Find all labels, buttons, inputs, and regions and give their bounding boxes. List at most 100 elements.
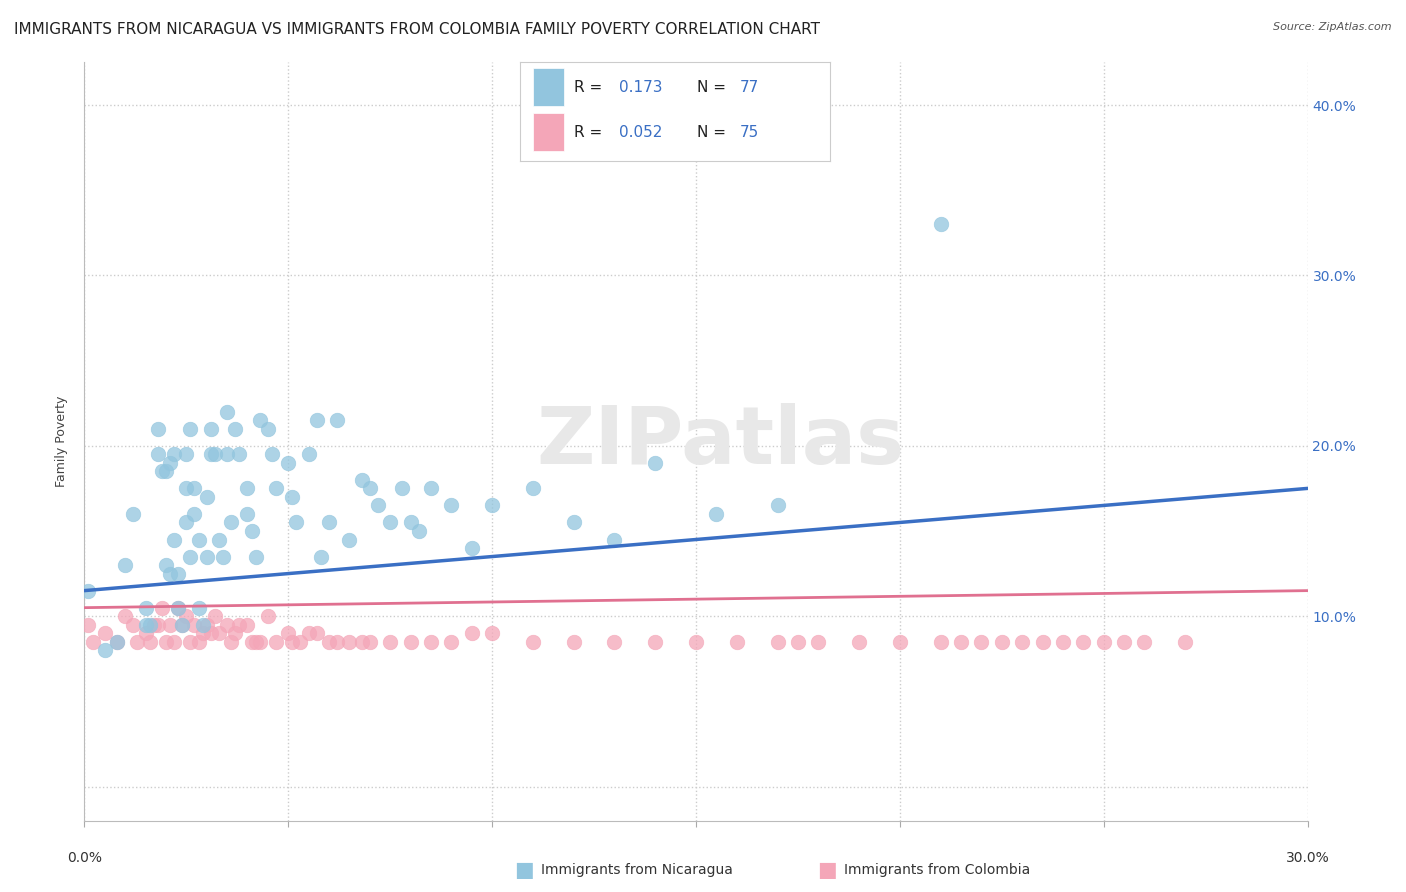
Point — [326, 413, 349, 427]
Point — [150, 600, 173, 615]
Point — [318, 634, 340, 648]
Point — [706, 507, 728, 521]
Point — [889, 634, 911, 648]
Point — [461, 626, 484, 640]
Point — [522, 482, 544, 496]
Point — [187, 533, 209, 547]
Text: ZIPatlas: ZIPatlas — [536, 402, 904, 481]
Text: R =: R = — [575, 125, 603, 140]
Point — [163, 447, 186, 461]
Point — [285, 516, 308, 530]
Point — [281, 490, 304, 504]
Point — [240, 524, 263, 538]
Point — [179, 422, 201, 436]
Point — [172, 617, 194, 632]
Point — [163, 533, 186, 547]
Point — [191, 626, 214, 640]
Point — [1114, 634, 1136, 648]
Point — [440, 634, 463, 648]
Point — [93, 643, 115, 657]
Text: 75: 75 — [740, 125, 759, 140]
Point — [179, 634, 201, 648]
Text: 0.052: 0.052 — [619, 125, 662, 140]
Point — [200, 422, 222, 436]
Point — [562, 634, 585, 648]
Point — [146, 422, 169, 436]
Point — [644, 634, 666, 648]
Point — [179, 549, 201, 564]
Point — [950, 634, 973, 648]
Point — [249, 634, 271, 648]
Point — [380, 634, 402, 648]
Point — [309, 549, 332, 564]
Point — [290, 634, 312, 648]
Point — [155, 634, 177, 648]
Point — [187, 634, 209, 648]
Point — [339, 533, 361, 547]
Point — [1052, 634, 1074, 648]
Y-axis label: Family Poverty: Family Poverty — [55, 396, 69, 487]
Point — [305, 626, 328, 640]
Point — [224, 422, 246, 436]
Point — [339, 634, 361, 648]
Point — [257, 422, 280, 436]
Point — [163, 634, 186, 648]
Point — [105, 634, 128, 648]
Point — [212, 549, 235, 564]
Point — [122, 617, 145, 632]
Point — [350, 473, 373, 487]
Point — [359, 634, 381, 648]
Point — [146, 617, 169, 632]
Text: Immigrants from Nicaragua: Immigrants from Nicaragua — [541, 863, 733, 877]
Point — [359, 482, 381, 496]
Point — [391, 482, 413, 496]
Point — [240, 634, 263, 648]
Text: N =: N = — [696, 125, 725, 140]
Point — [350, 634, 373, 648]
Point — [420, 634, 443, 648]
Point — [174, 609, 197, 624]
Point — [183, 482, 205, 496]
Point — [1073, 634, 1095, 648]
Bar — [533, 113, 564, 151]
Point — [326, 634, 349, 648]
Point — [305, 413, 328, 427]
Point — [440, 499, 463, 513]
Point — [399, 634, 422, 648]
Point — [562, 516, 585, 530]
Point — [420, 482, 443, 496]
Point — [603, 634, 626, 648]
Point — [159, 456, 181, 470]
Point — [367, 499, 389, 513]
Point — [217, 617, 239, 632]
Point — [77, 617, 100, 632]
Point — [122, 507, 145, 521]
Point — [685, 634, 707, 648]
Point — [277, 456, 299, 470]
Point — [135, 617, 157, 632]
Point — [236, 617, 259, 632]
Point — [264, 634, 287, 648]
Text: 30.0%: 30.0% — [1285, 851, 1330, 865]
Point — [195, 549, 218, 564]
Point — [135, 626, 157, 640]
Point — [970, 634, 993, 648]
Point — [187, 600, 209, 615]
Point — [481, 499, 503, 513]
Point — [77, 583, 100, 598]
Point — [522, 634, 544, 648]
Point — [224, 626, 246, 640]
Point — [228, 617, 250, 632]
Point — [1174, 634, 1197, 648]
Point — [155, 464, 177, 478]
Point — [200, 447, 222, 461]
Point — [929, 634, 952, 648]
Point — [174, 516, 197, 530]
Point — [167, 566, 190, 581]
Point — [787, 634, 810, 648]
Point — [1092, 634, 1115, 648]
Point — [228, 447, 250, 461]
Point — [155, 558, 177, 572]
Point — [167, 600, 190, 615]
Point — [848, 634, 870, 648]
